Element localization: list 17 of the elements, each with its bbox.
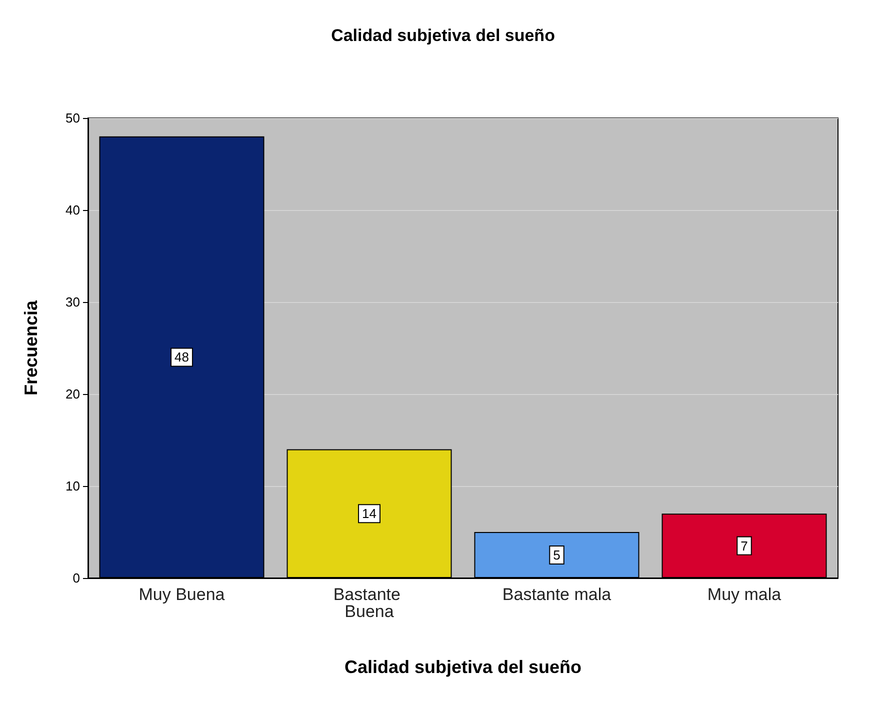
- chart-title: Calidad subjetiva del sueño: [331, 26, 555, 45]
- y-tick-label: 50: [66, 110, 80, 126]
- x-tick-label: Muy Buena: [138, 585, 226, 604]
- x-tick-label: Bastante mala: [502, 585, 612, 604]
- y-axis-title: Frecuencia: [21, 299, 41, 396]
- y-tick-label: 0: [72, 570, 80, 586]
- x-tick-label: Bastante Buena: [333, 585, 406, 621]
- y-tick-label: 40: [66, 202, 80, 218]
- y-tick-label: 10: [66, 478, 80, 494]
- y-tick-label: 20: [66, 386, 80, 402]
- data-label: 48: [174, 350, 189, 365]
- x-axis-title: Calidad subjetiva del sueño: [344, 657, 582, 677]
- data-label: 7: [740, 538, 748, 554]
- x-tick-label: Muy mala: [707, 585, 782, 604]
- data-label: 14: [362, 506, 376, 522]
- y-tick-label: 30: [66, 294, 80, 310]
- data-label: 5: [553, 548, 560, 562]
